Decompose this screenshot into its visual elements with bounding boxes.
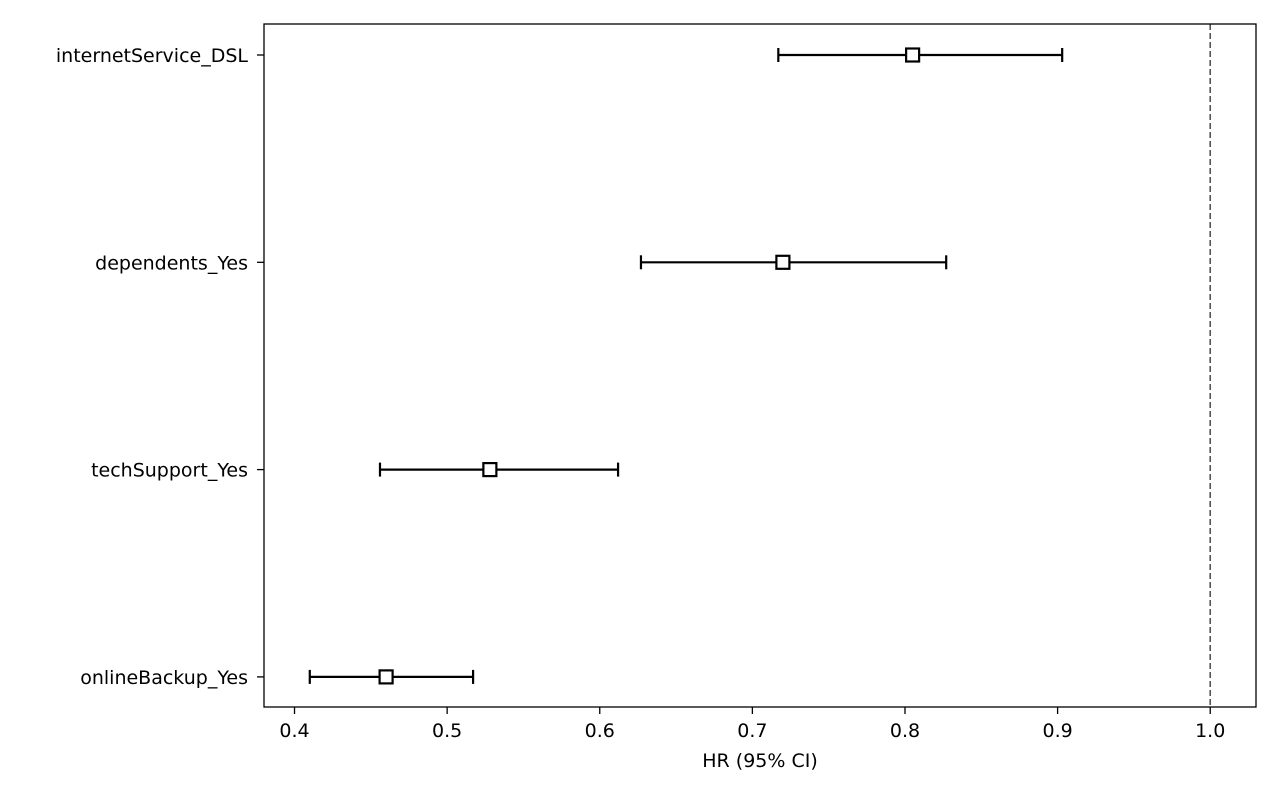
y-tick-label: dependents_Yes (95, 252, 248, 274)
hr-marker (482, 462, 498, 478)
x-axis-label: HR (95% CI) (702, 750, 818, 772)
y-tick-label: onlineBackup_Yes (80, 667, 248, 689)
estimate-row (378, 462, 620, 478)
x-tick-label: 0.7 (737, 720, 767, 742)
estimate-rows (308, 47, 1064, 685)
x-tick-label: 0.8 (890, 720, 920, 742)
y-axis: internetService_DSL dependents_Yes techSup… (56, 45, 264, 689)
x-axis: 0.4 0.5 0.6 0.7 0.8 0.9 1.0 (279, 707, 1225, 742)
estimate-row (639, 254, 948, 270)
estimate-row (308, 669, 475, 685)
x-tick-label: 0.5 (432, 720, 462, 742)
hr-marker (905, 47, 921, 63)
x-tick-label: 0.4 (279, 720, 309, 742)
estimate-row (777, 47, 1064, 63)
y-tick-label: internetService_DSL (56, 45, 249, 67)
hr-marker (775, 254, 791, 270)
x-tick-label: 0.9 (1042, 720, 1072, 742)
x-tick-label: 0.6 (585, 720, 615, 742)
plot-frame (263, 23, 1257, 708)
y-tick-label: techSupport_Yes (91, 460, 248, 482)
hr-marker (378, 669, 394, 685)
x-tick-label: 1.0 (1195, 720, 1225, 742)
